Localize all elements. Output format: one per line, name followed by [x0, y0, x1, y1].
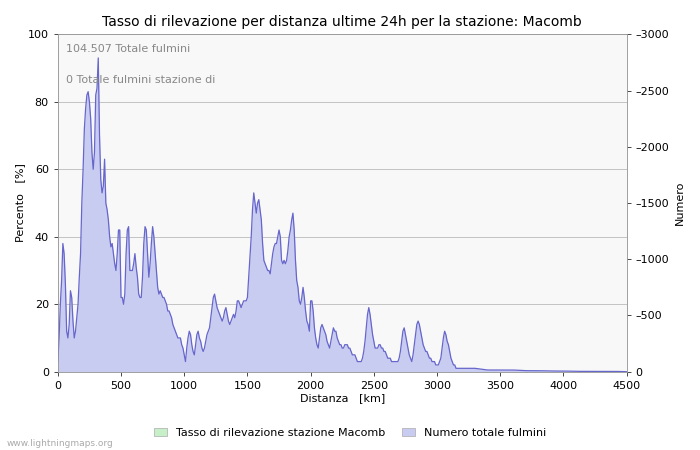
- Text: 104.507 Totale fulmini: 104.507 Totale fulmini: [66, 45, 190, 54]
- Legend: Tasso di rilevazione stazione Macomb, Numero totale fulmini: Tasso di rilevazione stazione Macomb, Nu…: [149, 423, 551, 442]
- Title: Tasso di rilevazione per distanza ultime 24h per la stazione: Macomb: Tasso di rilevazione per distanza ultime…: [102, 15, 582, 29]
- Text: 0 Totale fulmini stazione di: 0 Totale fulmini stazione di: [66, 75, 216, 85]
- Y-axis label: Numero: Numero: [675, 181, 685, 225]
- Y-axis label: Percento   [%]: Percento [%]: [15, 164, 25, 243]
- X-axis label: Distanza   [km]: Distanza [km]: [300, 393, 385, 404]
- Text: www.lightningmaps.org: www.lightningmaps.org: [7, 439, 113, 448]
